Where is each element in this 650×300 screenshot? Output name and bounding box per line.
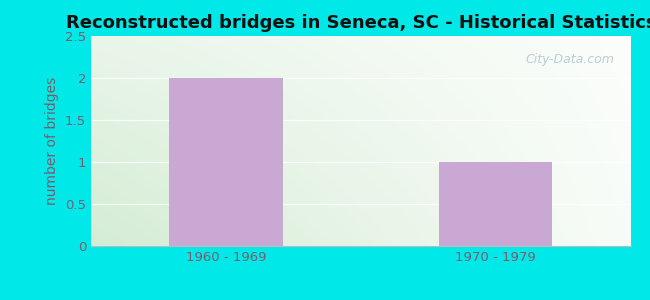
Title: Reconstructed bridges in Seneca, SC - Historical Statistics: Reconstructed bridges in Seneca, SC - Hi… (66, 14, 650, 32)
Y-axis label: number of bridges: number of bridges (46, 77, 59, 205)
Text: City-Data.com: City-Data.com (525, 53, 614, 66)
Bar (439, 162, 552, 246)
Bar (169, 78, 283, 246)
